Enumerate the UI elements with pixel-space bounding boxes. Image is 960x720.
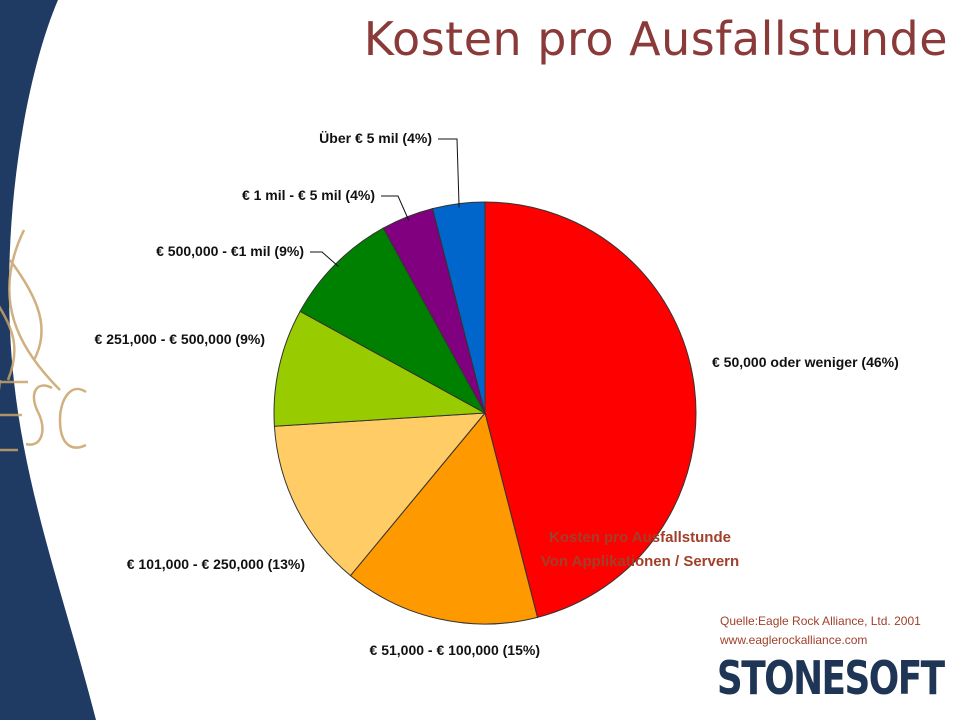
slice-label-251-000-500-000-9: € 251,000 - € 500,000 (9%) xyxy=(95,331,265,347)
pie-slice-50-000-oder-weniger-46 xyxy=(484,201,697,618)
slice-label-500-000-1-mil-9: € 500,000 - €1 mil (9%) xyxy=(156,243,304,259)
background-watermark xyxy=(0,229,87,452)
chart-subtitle: Kosten pro Ausfallstunde Von Applikation… xyxy=(455,526,825,574)
slice-label-51-000-100-000-15: € 51,000 - € 100,000 (15%) xyxy=(370,642,540,658)
sidebar-shape xyxy=(0,0,96,720)
slide-title: Kosten pro Ausfallstunde xyxy=(363,12,948,66)
leader-line-1-mil-5-mil-4 xyxy=(381,195,410,221)
source-url: www.eaglerockalliance.com xyxy=(720,633,868,647)
leader-line-500-000-1-mil-9 xyxy=(310,251,339,267)
slice-label-50-000-oder-weniger-46: € 50,000 oder weniger (46%) xyxy=(712,354,899,370)
pie-chart xyxy=(273,201,697,625)
chart-subtitle-line1: Kosten pro Ausfallstunde xyxy=(549,529,731,546)
pie-slice-51-000-100-000-15 xyxy=(349,411,539,625)
slice-label-1-mil-5-mil-4: € 1 mil - € 5 mil (4%) xyxy=(242,187,375,203)
sidebar-decoration xyxy=(0,0,96,720)
leader-line-ber-5-mil-4 xyxy=(438,138,460,208)
slice-label-101-000-250-000-13: € 101,000 - € 250,000 (13%) xyxy=(127,556,305,572)
pie-labels: € 50,000 oder weniger (46%) € 51,000 - € … xyxy=(95,130,899,658)
chart-subtitle-line2: Von Applikationen / Servern xyxy=(540,553,740,570)
source-note: Quelle:Eagle Rock Alliance, Ltd. 2001 ww… xyxy=(720,612,921,650)
source-citation: Quelle:Eagle Rock Alliance, Ltd. 2001 xyxy=(720,614,921,628)
slice-label-ber-5-mil-4: Über € 5 mil (4%) xyxy=(319,130,432,146)
pie-slice-101-000-250-000-13 xyxy=(273,412,487,577)
stonesoft-logo: STONESOFT xyxy=(717,651,945,705)
pie-slice-251-000-500-000-9 xyxy=(273,310,487,427)
